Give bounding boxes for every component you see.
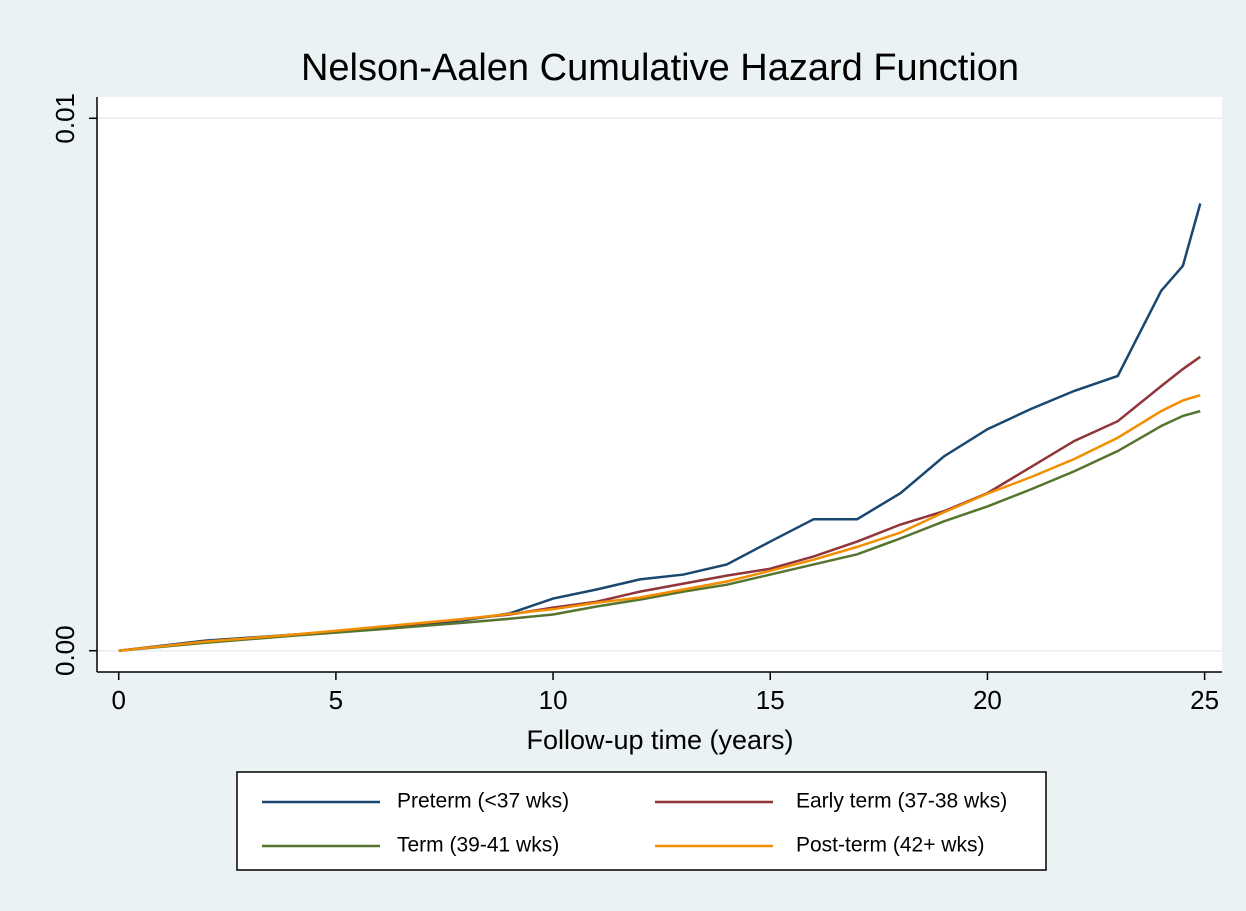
y-tick-label: 0.00 [50, 625, 80, 676]
plot-area [97, 97, 1222, 672]
x-tick-label: 10 [539, 685, 568, 715]
line [118, 393, 1201, 652]
x-tick-label: 5 [329, 685, 343, 715]
legend-label: Term (39-41 wks) [397, 834, 559, 857]
line [118, 409, 1201, 652]
x-tick-label: 0 [111, 685, 125, 715]
y-tick-label: 0.01 [50, 93, 80, 144]
legend-label: Early term (37-38 wks) [796, 790, 1007, 813]
x-tick-label: 25 [1190, 685, 1219, 715]
x-axis-label: Follow-up time (years) [526, 725, 793, 755]
legend [236, 771, 1047, 871]
legend-label: Post-term (42+ wks) [796, 834, 984, 857]
x-tick-label: 20 [973, 685, 1002, 715]
legend-label: Preterm (<37 wks) [397, 790, 569, 813]
chart-title: Nelson-Aalen Cumulative Hazard Function [301, 47, 1019, 89]
x-tick-label: 15 [756, 685, 785, 715]
